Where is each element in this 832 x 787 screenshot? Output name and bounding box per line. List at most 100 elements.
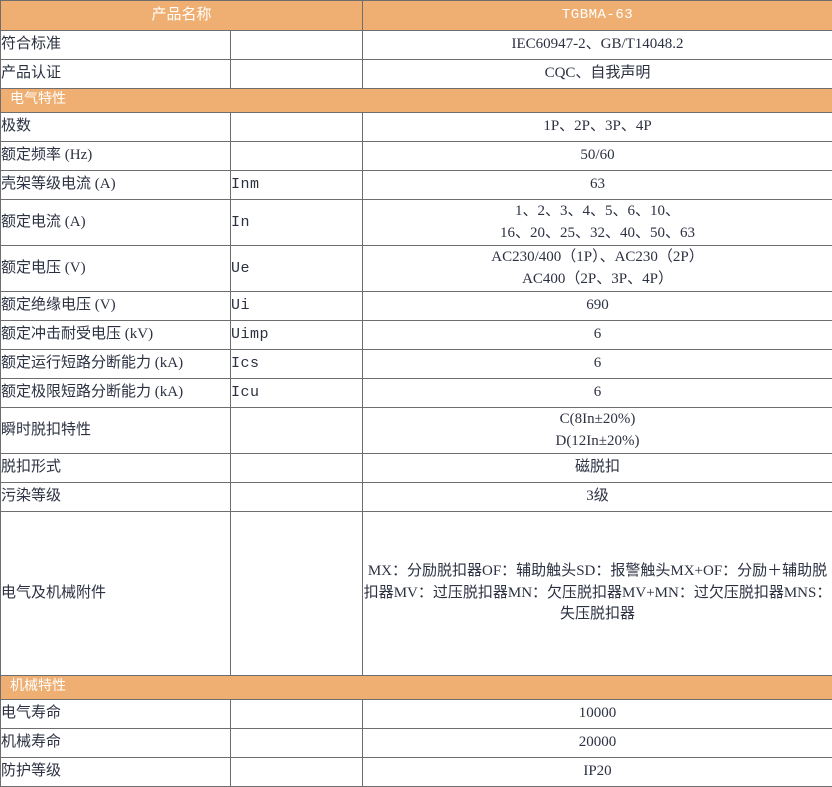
spec-symbol-cell [231, 113, 363, 142]
spec-value-line: SD：报警触头 [576, 563, 670, 579]
table-row: 极数 1P、2P、3P、4P [1, 113, 832, 142]
table-row: 防护等级 IP20 [1, 758, 832, 787]
spec-value-line: 磁脱扣 [363, 457, 832, 479]
spec-value-cell: CQC、自我声明 [363, 60, 832, 89]
spec-label-cell: 额定频率 (Hz) [1, 142, 231, 171]
spec-value-line: 1、2、3、4、5、6、10、 [363, 201, 832, 223]
section-header-row: 机械特性 [1, 676, 832, 700]
spec-value-line: CQC、自我声明 [363, 63, 832, 85]
spec-symbol-cell: Uimp [231, 321, 363, 350]
spec-label-cell: 额定电压 (V) [1, 246, 231, 292]
spec-value-cell: 63 [363, 171, 832, 200]
spec-value-line: 6 [363, 324, 832, 346]
spec-value-cell: 10000 [363, 700, 832, 729]
table-row: 电气及机械附件 MX：分励脱扣器OF：辅助触头SD：报警触头MX+OF：分励＋辅助… [1, 512, 832, 676]
spec-symbol-cell: Ui [231, 292, 363, 321]
spec-value-line: IP20 [363, 761, 832, 783]
spec-symbol-cell [231, 31, 363, 60]
spec-label-cell: 机械寿命 [1, 729, 231, 758]
spec-value-line: MV+MN：过欠压脱扣器 [622, 585, 784, 601]
spec-label-cell: 额定极限短路分断能力 (kA) [1, 379, 231, 408]
spec-value-line: 16、20、25、32、40、50、63 [363, 223, 832, 245]
spec-label-cell: 额定运行短路分断能力 (kA) [1, 350, 231, 379]
spec-label-cell: 额定绝缘电压 (V) [1, 292, 231, 321]
table-row: 瞬时脱扣特性 C(8In±20%)D(12In±20%) [1, 408, 832, 454]
spec-label-cell: 极数 [1, 113, 231, 142]
spec-value-cell: 690 [363, 292, 832, 321]
table-row: 电气寿命 10000 [1, 700, 832, 729]
spec-value-line: AC230/400（1P）、AC230（2P） [363, 247, 832, 269]
spec-value-cell: 1P、2P、3P、4P [363, 113, 832, 142]
spec-value-line: OF：辅助触头 [482, 563, 576, 579]
spec-symbol-cell: Icu [231, 379, 363, 408]
header-product-model: TGBMA-63 [363, 1, 832, 31]
table-row: 污染等级 3级 [1, 483, 832, 512]
spec-symbol-cell: Inm [231, 171, 363, 200]
spec-value-line: MV：过压脱扣器 [394, 585, 508, 601]
spec-value-line: 6 [363, 382, 832, 404]
spec-label-cell: 壳架等级电流 (A) [1, 171, 231, 200]
section-title: 机械特性 [1, 676, 832, 700]
spec-symbol-cell [231, 60, 363, 89]
spec-symbol-cell [231, 142, 363, 171]
spec-symbol-cell: Ue [231, 246, 363, 292]
spec-value-cell: 50/60 [363, 142, 832, 171]
spec-value-cell: AC230/400（1P）、AC230（2P）AC400（2P、3P、4P） [363, 246, 832, 292]
table-row: 脱扣形式 磁脱扣 [1, 454, 832, 483]
spec-value-cell: IP20 [363, 758, 832, 787]
spec-value-cell: 6 [363, 321, 832, 350]
spec-value-cell: 磁脱扣 [363, 454, 832, 483]
spec-label-cell: 电气寿命 [1, 700, 231, 729]
spec-label-cell: 瞬时脱扣特性 [1, 408, 231, 454]
table-row: 产品认证 CQC、自我声明 [1, 60, 832, 89]
table-row: 机械寿命 20000 [1, 729, 832, 758]
spec-value-cell: 20000 [363, 729, 832, 758]
spec-value-cell: 1、2、3、4、5、6、10、16、20、25、32、40、50、63 [363, 200, 832, 246]
table-row: 额定频率 (Hz) 50/60 [1, 142, 832, 171]
table-row: 符合标准 IEC60947-2、GB/T14048.2 [1, 31, 832, 60]
spec-value-line: MN：欠压脱扣器 [508, 585, 622, 601]
spec-symbol-cell [231, 700, 363, 729]
spec-value-line: 63 [363, 174, 832, 196]
spec-value-cell: MX：分励脱扣器OF：辅助触头SD：报警触头MX+OF：分励＋辅助脱扣器MV：过… [363, 512, 832, 676]
spec-value-cell: 6 [363, 379, 832, 408]
spec-symbol-cell [231, 729, 363, 758]
spec-value-line: C(8In±20%) [363, 409, 832, 431]
spec-value-cell: 6 [363, 350, 832, 379]
spec-label-cell: 防护等级 [1, 758, 231, 787]
spec-value-line: 50/60 [363, 145, 832, 167]
spec-symbol-cell: In [231, 200, 363, 246]
spec-value-line: AC400（2P、3P、4P） [363, 269, 832, 291]
spec-value-cell: IEC60947-2、GB/T14048.2 [363, 31, 832, 60]
spec-value-line: MX：分励脱扣器 [368, 563, 482, 579]
spec-value-line: IEC60947-2、GB/T14048.2 [363, 34, 832, 56]
spec-value-line: 3级 [363, 486, 832, 508]
spec-symbol-cell: Ics [231, 350, 363, 379]
spec-label-cell: 电气及机械附件 [1, 512, 231, 676]
spec-symbol-cell [231, 454, 363, 483]
spec-symbol-cell [231, 408, 363, 454]
section-header-row: 电气特性 [1, 89, 832, 113]
spec-value-cell: 3级 [363, 483, 832, 512]
spec-value-line: 1P、2P、3P、4P [363, 116, 832, 138]
header-product-name: 产品名称 [1, 1, 363, 31]
spec-value-line: D(12In±20%) [363, 431, 832, 453]
spec-label-cell: 符合标准 [1, 31, 231, 60]
spec-value-cell: C(8In±20%)D(12In±20%) [363, 408, 832, 454]
spec-value-line: 10000 [363, 703, 832, 725]
spec-label-cell: 脱扣形式 [1, 454, 231, 483]
spec-label-cell: 产品认证 [1, 60, 231, 89]
spec-label-cell: 额定冲击耐受电压 (kV) [1, 321, 231, 350]
spec-value-line: 20000 [363, 732, 832, 754]
section-title: 电气特性 [1, 89, 832, 113]
spec-label-cell: 污染等级 [1, 483, 231, 512]
